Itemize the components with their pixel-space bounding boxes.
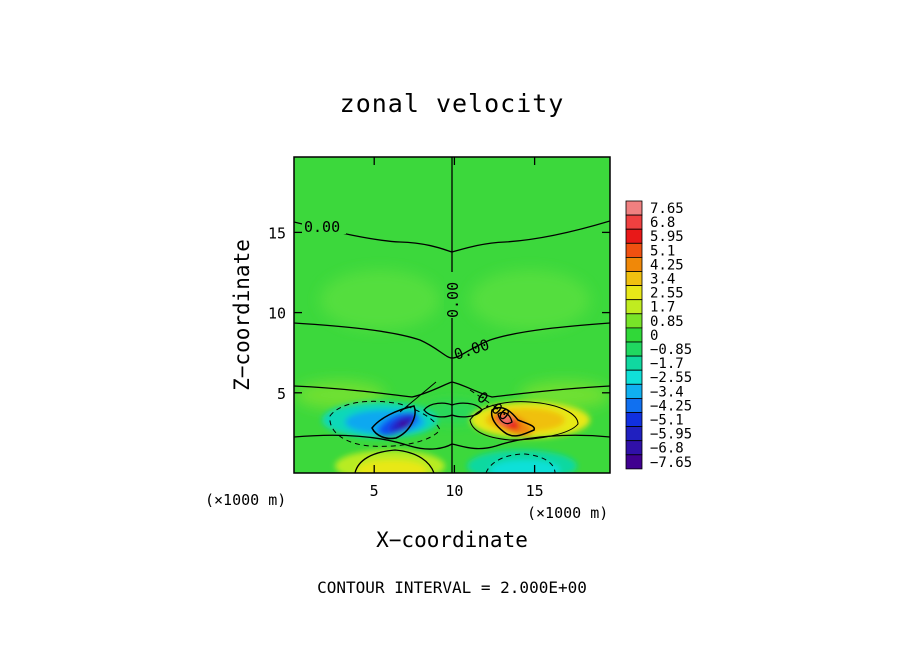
colorbar-label-5: 3.4: [650, 272, 675, 288]
pos-surface-inner: [357, 460, 427, 473]
colorbar-swatch-18: [625, 454, 643, 470]
x-tick-label-0: 5: [370, 482, 379, 500]
label-bg-0: [302, 218, 346, 234]
colorbar-label-9: 0: [650, 328, 658, 344]
colorbar-swatch-0: [625, 200, 643, 216]
colorbar-swatch-3: [625, 242, 643, 258]
colorbar-label-2: 5.95: [650, 229, 684, 245]
colorbar-swatch-1: [625, 214, 643, 230]
colorbar-label-12: −2.55: [650, 370, 692, 386]
colorbar-swatch-8: [625, 313, 643, 329]
x-unit-left: (×1000 m): [205, 491, 286, 509]
colorbar-label-10: −0.85: [650, 342, 692, 358]
contour-neg-core: [371, 405, 416, 440]
colorbar-label-3: 5.1: [650, 243, 675, 259]
colorbar-label-17: −6.8: [650, 441, 684, 457]
contour-dashed: [329, 389, 556, 473]
colorbar-swatch-17: [625, 440, 643, 456]
colorbar-label-15: −5.1: [650, 413, 684, 429]
colorbar-swatch-10: [625, 341, 643, 357]
chart-title: zonal velocity: [340, 89, 565, 118]
axis-ticks: 5 10 15 5 10 15: [268, 157, 610, 500]
shade-upper-light-right: [470, 270, 590, 330]
contour-pos-core-inner: [497, 411, 513, 425]
colorbar-swatch-2: [625, 228, 643, 244]
colorbar-label-16: −5.95: [650, 427, 692, 443]
colorbar-swatch-9: [625, 327, 643, 343]
contour-diagonal: [399, 381, 437, 413]
contour-solid-outer: [469, 401, 579, 441]
plot-frame: [293, 156, 611, 474]
colorbar-label-7: 1.7: [650, 300, 675, 316]
colorbar-swatch-12: [625, 369, 643, 385]
colorbar-swatch-6: [625, 285, 643, 301]
colorbar-label-0: 7.65: [650, 201, 684, 217]
contour-label-1: 0.00: [444, 282, 462, 318]
contour-label-0: 0.00: [304, 218, 340, 236]
colorbar-swatch-7: [625, 299, 643, 315]
plot-area: 0.00 0.00 0.00 0.00: [294, 157, 610, 473]
colorbar-swatch-5: [625, 271, 643, 287]
neg-surface-inner: [490, 460, 560, 473]
y-tick-label-1: 10: [268, 305, 286, 323]
y-axis-label: Z−coordinate: [230, 239, 254, 391]
label-bg-1: [444, 272, 460, 318]
colorbar-swatch-4: [625, 256, 643, 272]
y-tick-label-0: 5: [277, 385, 286, 403]
neg-core-c: [398, 421, 410, 427]
x-tick-label-2: 15: [526, 482, 544, 500]
colorbar: 7.656.85.955.14.253.42.551.70.850−0.85−1…: [625, 200, 692, 471]
colorbar-label-13: −3.4: [650, 384, 684, 400]
contour-pos-core: [490, 406, 536, 437]
y-tick-label-2: 15: [268, 224, 286, 242]
colorbar-swatch-13: [625, 383, 643, 399]
x-tick-label-1: 10: [445, 482, 463, 500]
colorbar-label-1: 6.8: [650, 215, 675, 231]
contour-surface-pos: [354, 449, 435, 473]
contour-diag-dashed: [469, 389, 501, 411]
colorbar-label-8: 0.85: [650, 314, 684, 330]
colorbar-label-18: −7.65: [650, 455, 692, 471]
colorbar-swatch-11: [625, 355, 643, 371]
colorbar-swatch-15: [625, 412, 643, 428]
contour-interval: CONTOUR INTERVAL = 2.000E+00: [317, 578, 587, 597]
colorbar-label-14: −4.25: [650, 398, 692, 414]
x-unit-right: (×1000 m): [527, 504, 608, 522]
colorbar-label-11: −1.7: [650, 356, 684, 372]
colorbar-swatch-14: [625, 397, 643, 413]
contour-neg-surface-dashed: [485, 453, 556, 473]
contour-pos-outer: [469, 401, 579, 441]
colorbar-label-4: 4.25: [650, 257, 684, 273]
shade-upper-light: [320, 270, 440, 330]
colorbar-swatch-16: [625, 426, 643, 442]
x-axis-label: X−coordinate: [376, 528, 528, 552]
colorbar-label-6: 2.55: [650, 286, 684, 302]
